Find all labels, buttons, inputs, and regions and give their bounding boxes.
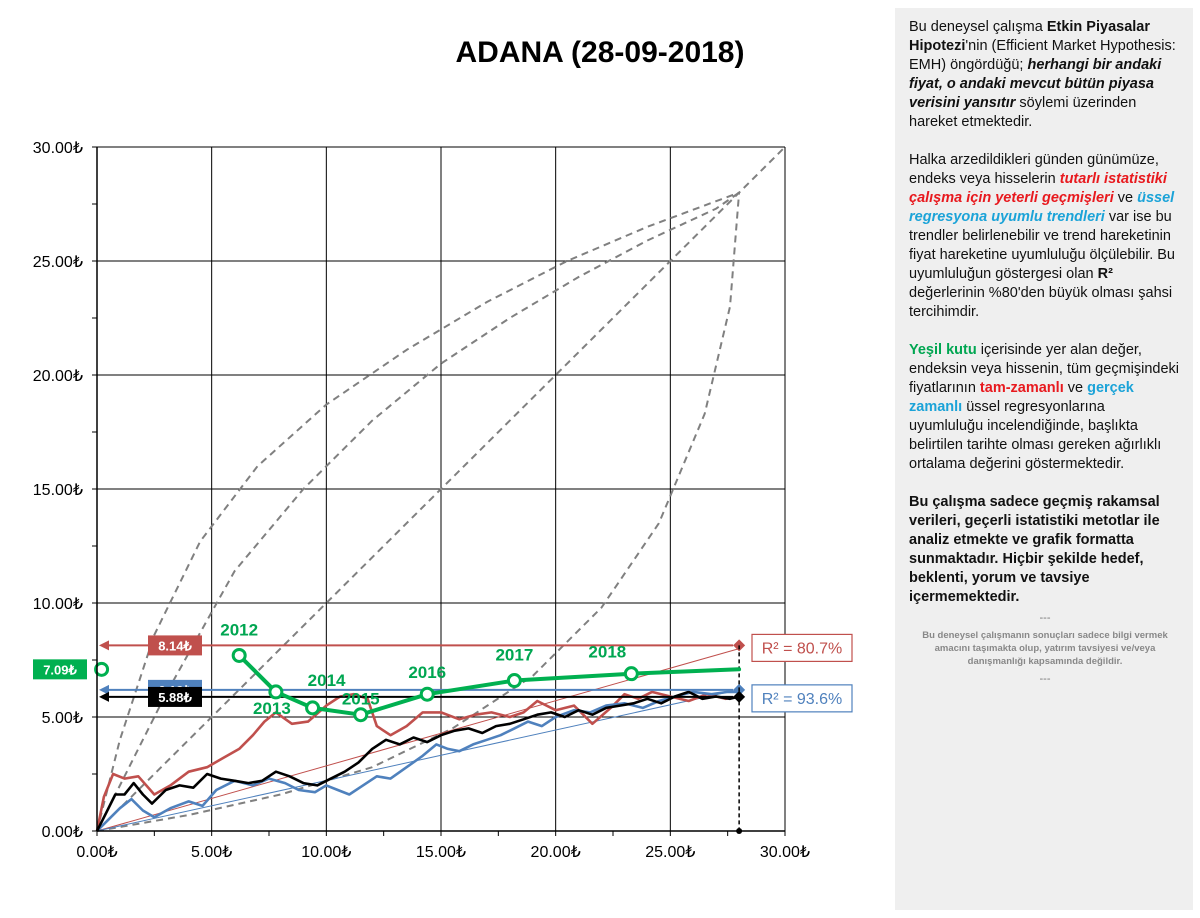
p3-text-b: içerisinde yer alan değer, endeksin veya… bbox=[909, 342, 1179, 396]
year-label: 2013 bbox=[253, 699, 291, 718]
p2-r2: R² bbox=[1097, 266, 1113, 282]
r2-label: R² = 93.6% bbox=[762, 691, 842, 708]
p3-full-time: tam-zamanlı bbox=[979, 380, 1064, 396]
p3-text-d: ve bbox=[1063, 380, 1088, 396]
green-marker bbox=[268, 684, 284, 700]
green-value-box bbox=[33, 659, 87, 680]
green-marker bbox=[419, 686, 435, 702]
x-tick-label: 20.00₺ bbox=[531, 844, 581, 861]
x-tick-label: 10.00₺ bbox=[301, 844, 351, 861]
envelope-line bbox=[96, 191, 740, 832]
price-line-0 bbox=[95, 690, 740, 832]
x-tick-label: 25.00₺ bbox=[645, 844, 695, 861]
p1-text-c: 'nin (Efficient Market Hypothesis: EMH) … bbox=[909, 38, 1176, 73]
p2-cyan-text: üssel regresyona uyumlu trendleri bbox=[909, 190, 1175, 225]
price-series bbox=[95, 690, 740, 832]
envelope-line bbox=[96, 146, 786, 832]
level-arrow-left bbox=[99, 684, 109, 695]
price-line-1 bbox=[96, 690, 740, 832]
info-paragraph-4: Bu çalışma sadece geçmiş rakamsal verile… bbox=[909, 494, 1160, 605]
year-label: 2017 bbox=[495, 646, 533, 665]
year-label: 2016 bbox=[408, 663, 446, 682]
green-marker bbox=[305, 700, 321, 716]
y-tick-label: 5.00₺ bbox=[42, 710, 83, 727]
level-arrow-left bbox=[99, 640, 109, 651]
p1-quote: herhangi bir andaki fiyat, o andaki mevc… bbox=[909, 57, 1162, 111]
green-marker bbox=[623, 666, 639, 682]
level-arrow-left bbox=[99, 691, 109, 702]
p2-text-e: var ise bu trendler belirlenebilir ve tr… bbox=[909, 209, 1175, 282]
p2-text-a: Halka arzedildikleri günden günümüze, en… bbox=[909, 152, 1159, 187]
year-label: 2015 bbox=[342, 690, 380, 709]
year-label: 2018 bbox=[588, 643, 626, 662]
y-tick-label: 10.00₺ bbox=[33, 596, 83, 613]
tick-labels: 0.00₺ 5.00₺ 10.00₺ 15.00₺ 20.00₺ 25.00₺ 30.00₺… bbox=[33, 140, 810, 861]
green-marker bbox=[94, 661, 110, 677]
level-box-label: 8.14₺ bbox=[158, 638, 192, 653]
envelope-line bbox=[96, 192, 741, 832]
y-tick-label: 0.00₺ bbox=[42, 824, 83, 841]
disclaimer-text: Bu deneysel çalışmanın sonuçları sadece … bbox=[922, 630, 1168, 667]
info-paragraph-3: Yeşil kutu içerisinde yer alan değer, en… bbox=[909, 341, 1181, 474]
p2-red-text: tutarlı istatistiki çalışma için yeterli… bbox=[909, 171, 1167, 206]
p3-text-f: üssel regresyonlarına uyumluluğu incelen… bbox=[909, 399, 1162, 472]
green-marker bbox=[353, 707, 369, 723]
p2-text-c: ve bbox=[1113, 190, 1138, 206]
level-box bbox=[148, 686, 202, 707]
y-tick-label: 20.00₺ bbox=[33, 368, 83, 385]
info-paragraph-1: Bu deneysel çalışma Etkin Piyasalar Hipo… bbox=[909, 18, 1181, 132]
envelope-line bbox=[96, 191, 740, 832]
y-tick-label: 15.00₺ bbox=[33, 482, 83, 499]
year-label: 2014 bbox=[308, 671, 346, 690]
green-marker bbox=[506, 673, 522, 689]
value-boxes: 8.14₺6.19₺5.88₺7.09₺R² = 80.7%R² = 93.6% bbox=[33, 633, 853, 713]
chart: ADANA (28-09-2018) 201220132014201520162… bbox=[33, 36, 853, 861]
r2-box bbox=[751, 633, 853, 663]
info-paragraph-2: Halka arzedildikleri günden günümüze, en… bbox=[909, 151, 1181, 322]
x-tick-label: 15.00₺ bbox=[416, 844, 466, 861]
year-label: 2012 bbox=[220, 620, 258, 639]
p1-text-e: söylemi üzerinden hareket etmektedir. bbox=[909, 95, 1137, 130]
level-box-label: 5.88₺ bbox=[158, 690, 192, 705]
green-value-label: 7.09₺ bbox=[43, 662, 77, 677]
green-marker bbox=[231, 647, 247, 663]
envelope-lines bbox=[96, 146, 786, 832]
p2-text-g: değerlerinin %80'den büyük olması şahsi … bbox=[909, 285, 1173, 320]
p3-green-box: Yeşil kutu bbox=[909, 342, 977, 358]
r2-box bbox=[751, 684, 853, 713]
info-panel: Bu deneysel çalışma Etkin Piyasalar Hipo… bbox=[895, 8, 1193, 910]
separator-1: --- bbox=[1039, 612, 1051, 624]
level-box bbox=[148, 635, 202, 656]
p1-text-a: Bu deneysel çalışma bbox=[909, 19, 1047, 35]
x-tick-label: 30.00₺ bbox=[760, 844, 810, 861]
axes bbox=[92, 146, 786, 836]
y-tick-label: 25.00₺ bbox=[33, 254, 83, 271]
chart-title: ADANA (28-09-2018) bbox=[456, 36, 745, 69]
p3-real-time: gerçek zamanlı bbox=[909, 380, 1134, 415]
separator-2: --- bbox=[1039, 673, 1051, 685]
x-tick-label: 5.00₺ bbox=[191, 844, 232, 861]
r2-label: R² = 80.7% bbox=[762, 640, 842, 657]
x-tick-label: 0.00₺ bbox=[76, 844, 117, 861]
price-line-2 bbox=[95, 690, 740, 832]
p1-emh: Etkin Piyasalar Hipotezi bbox=[909, 19, 1150, 54]
y-tick-label: 30.00₺ bbox=[33, 140, 83, 157]
